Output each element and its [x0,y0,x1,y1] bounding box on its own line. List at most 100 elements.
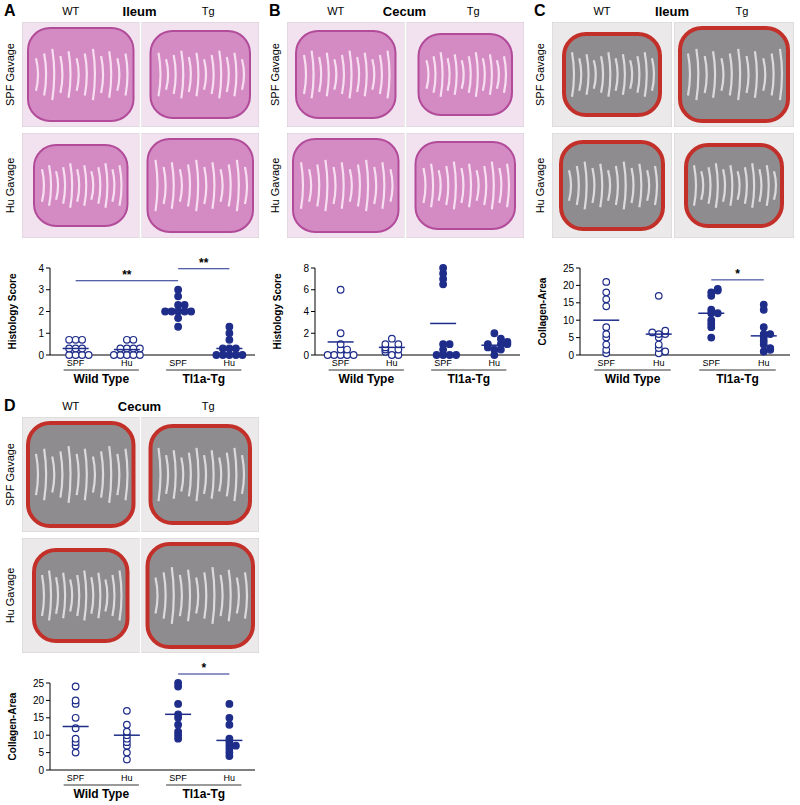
group-underline [166,370,241,371]
villus [77,169,79,201]
data-point [603,296,610,303]
column-label: Tg [736,5,749,17]
panel: CWTIleumTgSPF GavageHu Gavage0510152025C… [534,2,794,386]
villus [767,165,769,206]
villus [499,168,501,203]
data-point [395,341,402,348]
panel-letter: D [4,397,16,414]
mean-line [751,335,777,337]
y-tick [311,268,315,269]
category-label: SPF [169,358,187,368]
row-label: Hu Gavage [534,158,546,214]
villus [738,171,740,199]
y-tick [576,302,580,303]
category-label: SPF [434,358,452,368]
villus [454,162,456,210]
tissue [296,31,396,118]
villus [774,171,776,199]
y-tick [576,285,580,286]
villus [164,572,166,618]
category-label: SPF [702,358,720,368]
micrograph [552,22,672,127]
micrograph [287,22,405,127]
villus [434,56,436,92]
villus [483,58,485,90]
data-point [117,352,124,359]
micrograph [142,417,260,532]
column-label: WT [327,5,344,17]
y-tick [46,311,50,312]
villus [189,57,191,92]
image-frame [552,133,672,238]
villus [752,163,754,208]
villus [427,60,429,88]
image-background [552,22,672,127]
villus [304,55,306,94]
villus [117,454,119,495]
image-background [407,133,525,238]
data-point [337,330,344,337]
image-frame [142,417,260,532]
villus [632,168,634,203]
y-tick [311,333,315,334]
data-point [662,327,669,334]
y-tick [576,268,580,269]
column-label: WT [593,5,610,17]
y-axis-label: Histology Score [7,273,18,350]
micrograph [407,133,525,238]
data-point [760,301,767,308]
data-point [350,352,357,359]
villus [56,171,58,199]
villus [492,162,494,210]
tissue [28,28,134,121]
category-label: Hu [653,358,665,368]
villus [69,446,71,503]
y-tick-label: 0 [38,765,44,776]
y-tick [46,700,50,701]
group-underline [594,370,671,371]
data-point [66,352,73,359]
data-point [124,336,131,343]
data-point [175,680,182,687]
data-point [767,345,774,352]
y-tick [576,320,580,321]
villus [204,167,206,204]
villus [772,54,774,96]
group-label: Tl1a-Tg [182,787,225,801]
image-background [142,417,260,532]
villus [245,572,247,618]
villus [608,170,610,200]
villus [763,58,765,91]
significance-label: ** [122,268,132,282]
villus [388,51,390,99]
data-point [85,352,92,359]
villus [91,171,93,199]
villus [49,165,51,206]
category-label: Hu [758,358,770,368]
figure: AWTIleumTgSPF GavageHu Gavage01234Histol… [0,0,800,805]
data-point [124,721,131,728]
data-point [124,352,131,359]
data-point [655,341,662,348]
villus [117,58,119,91]
villus [36,454,38,495]
villus [42,169,44,201]
villus [594,60,596,88]
panel-title: Cecum [118,399,161,414]
row-label: SPF Gavage [4,43,16,106]
image-frame [22,22,140,127]
data-point [72,715,79,722]
villus [196,53,198,97]
panel-letter: C [534,2,546,19]
group-underline [329,370,404,371]
villus [63,167,65,203]
data-point [79,352,86,359]
data-point [603,289,610,296]
villus [36,58,38,91]
category-label: SPF [169,773,187,783]
data-point [72,735,79,742]
villus [219,51,221,99]
data-point [124,708,131,715]
micrograph [22,22,140,127]
villus [484,166,486,205]
